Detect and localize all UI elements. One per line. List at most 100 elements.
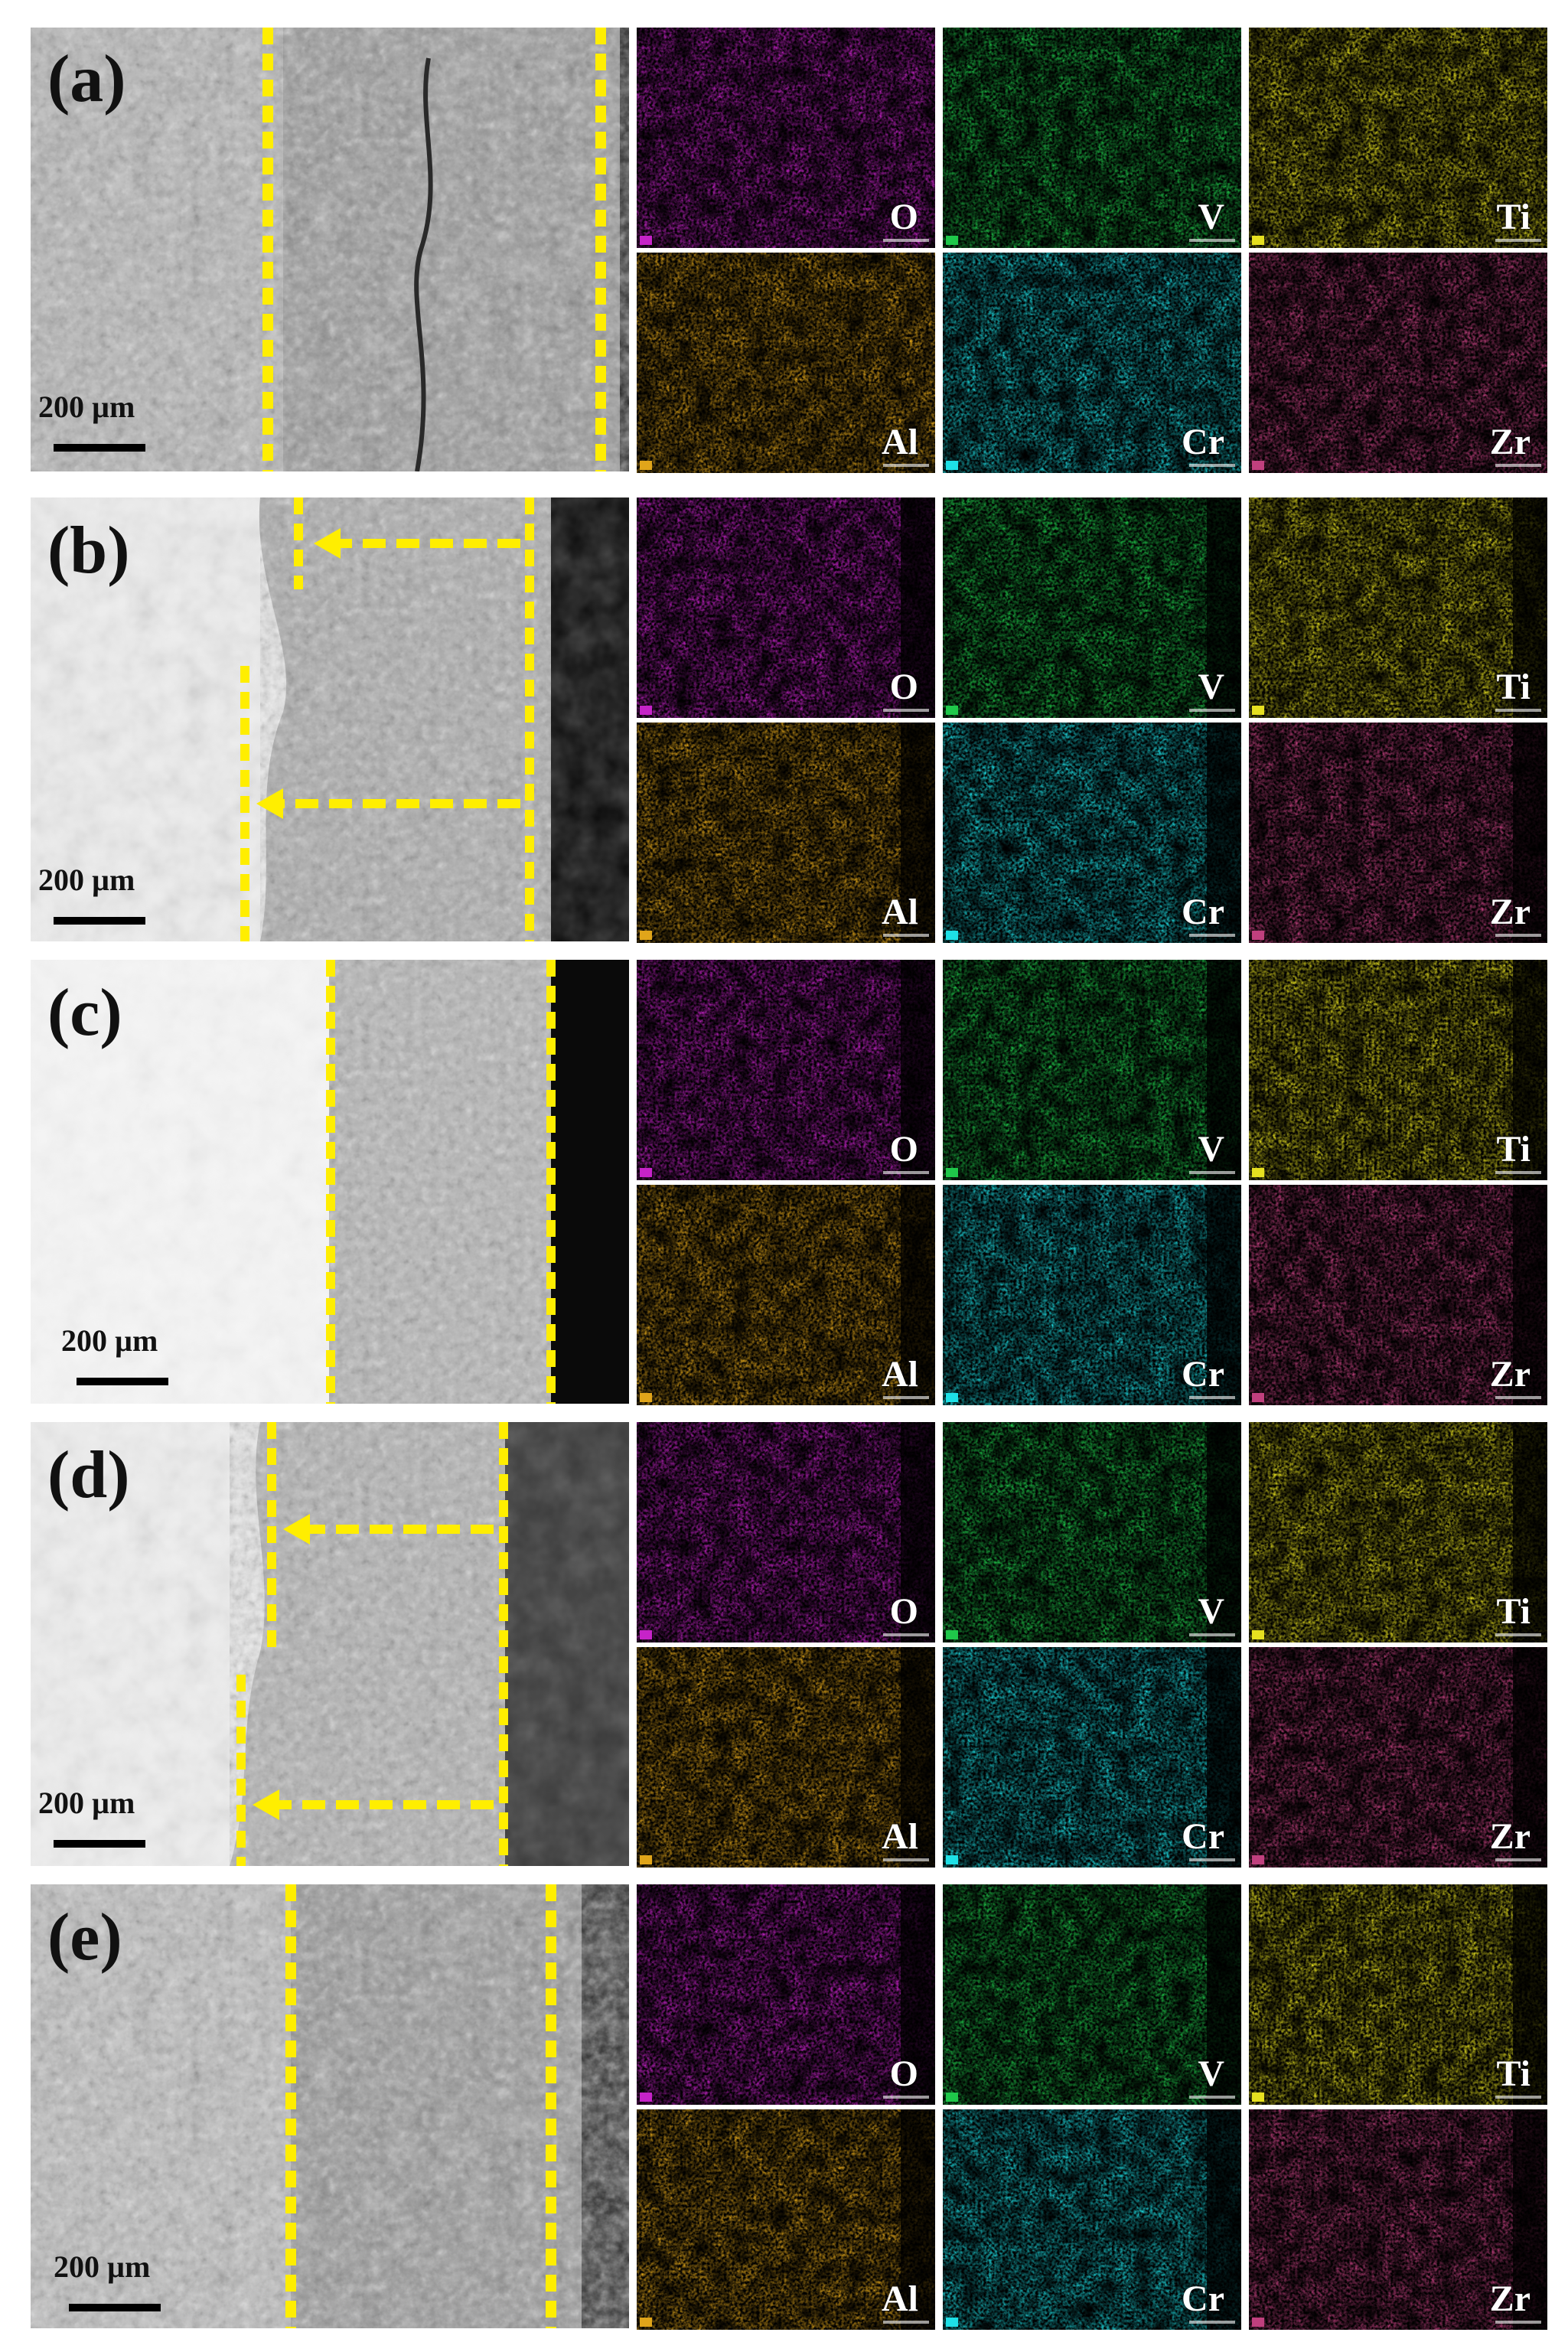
- map-mini-scale-bar: [1189, 464, 1235, 467]
- map-mini-scale-bar: [883, 464, 929, 467]
- element-label: Cr: [1182, 2279, 1224, 2319]
- element-label: V: [1198, 1591, 1224, 1632]
- scale-bar: [54, 917, 145, 925]
- sem-image-c: [31, 960, 629, 1404]
- map-mini-scale-bar: [1189, 2321, 1235, 2324]
- eds-map-texture: [637, 960, 935, 1180]
- sem-texture: [31, 1422, 629, 1866]
- element-label: V: [1198, 197, 1224, 237]
- panel-label: (c): [47, 976, 122, 1050]
- element-label: Zr: [1489, 892, 1531, 932]
- element-label: O: [889, 1129, 918, 1169]
- map-key-swatch: [640, 461, 652, 470]
- map-key-swatch: [946, 706, 958, 715]
- eds-map: Zr: [1249, 723, 1547, 943]
- eds-map-texture: [1249, 1884, 1547, 2105]
- eds-map-texture: [943, 1884, 1241, 2105]
- element-label: Zr: [1489, 1354, 1531, 1395]
- map-mini-scale-bar: [1495, 1171, 1541, 1174]
- map-key-swatch: [1252, 1168, 1264, 1177]
- panel-label: (d): [47, 1438, 130, 1512]
- panel-label: (a): [47, 42, 126, 116]
- panel-label: (b): [47, 514, 130, 588]
- map-key-swatch: [946, 236, 958, 245]
- scale-bar-label: 200 µm: [61, 1323, 158, 1358]
- eds-map-texture: [1249, 253, 1547, 473]
- scale-bar: [54, 1840, 145, 1848]
- eds-map-texture: [943, 253, 1241, 473]
- eds-map-texture: [943, 497, 1241, 718]
- map-key-swatch: [640, 2093, 652, 2102]
- map-mini-scale-bar: [883, 239, 929, 242]
- eds-map: O: [637, 497, 935, 718]
- map-mini-scale-bar: [883, 2321, 929, 2324]
- scale-bar-label: 200 µm: [54, 2249, 151, 2284]
- element-label: Al: [882, 422, 918, 462]
- eds-map: Ti: [1249, 1422, 1547, 1642]
- element-label: Ti: [1496, 1591, 1531, 1632]
- map-mini-scale-bar: [1495, 2321, 1541, 2324]
- element-label: Ti: [1496, 1129, 1531, 1169]
- eds-map: Zr: [1249, 2109, 1547, 2330]
- eds-map-texture: [943, 1422, 1241, 1642]
- element-label: Al: [882, 892, 918, 932]
- eds-map: V: [943, 1884, 1241, 2105]
- map-mini-scale-bar: [1495, 239, 1541, 242]
- map-mini-scale-bar: [1495, 2096, 1541, 2099]
- eds-map-texture: [637, 497, 935, 718]
- map-key-swatch: [640, 1168, 652, 1177]
- eds-map: Ti: [1249, 28, 1547, 248]
- eds-map: Zr: [1249, 253, 1547, 473]
- map-mini-scale-bar: [1189, 2096, 1235, 2099]
- map-key-swatch: [1252, 236, 1264, 245]
- eds-map-texture: [637, 253, 935, 473]
- eds-map: Cr: [943, 253, 1241, 473]
- eds-map: Al: [637, 1647, 935, 1868]
- element-label: Zr: [1489, 2279, 1531, 2319]
- element-label: Zr: [1489, 422, 1531, 462]
- map-key-swatch: [1252, 1393, 1264, 1402]
- eds-map: O: [637, 1884, 935, 2105]
- element-label: V: [1198, 667, 1224, 707]
- element-label: O: [889, 2054, 918, 2094]
- map-mini-scale-bar: [883, 2096, 929, 2099]
- map-mini-scale-bar: [1189, 1633, 1235, 1636]
- eds-map-texture: [943, 28, 1241, 248]
- element-label: Zr: [1489, 1816, 1531, 1857]
- eds-map-texture: [1249, 1422, 1547, 1642]
- map-key-swatch: [640, 236, 652, 245]
- map-key-swatch: [640, 931, 652, 940]
- map-key-swatch: [946, 2093, 958, 2102]
- map-key-swatch: [946, 1855, 958, 1864]
- sem-texture: [31, 497, 629, 941]
- element-label: Al: [882, 2279, 918, 2319]
- element-label: Cr: [1182, 1816, 1224, 1857]
- map-mini-scale-bar: [1495, 709, 1541, 712]
- element-label: Cr: [1182, 1354, 1224, 1395]
- eds-map: Ti: [1249, 497, 1547, 718]
- element-label: V: [1198, 2054, 1224, 2094]
- eds-map-texture: [1249, 723, 1547, 943]
- map-key-swatch: [640, 706, 652, 715]
- eds-map-texture: [943, 2109, 1241, 2330]
- eds-map: V: [943, 28, 1241, 248]
- eds-map-texture: [637, 28, 935, 248]
- map-mini-scale-bar: [883, 1171, 929, 1174]
- map-key-swatch: [946, 931, 958, 940]
- map-mini-scale-bar: [1189, 239, 1235, 242]
- eds-map-texture: [1249, 1185, 1547, 1405]
- eds-map-texture: [943, 723, 1241, 943]
- map-mini-scale-bar: [1189, 709, 1235, 712]
- eds-map-texture: [637, 1185, 935, 1405]
- eds-map: Ti: [1249, 960, 1547, 1180]
- eds-map: Cr: [943, 1647, 1241, 1868]
- eds-map-texture: [637, 1422, 935, 1642]
- element-label: Al: [882, 1816, 918, 1857]
- element-label: O: [889, 1591, 918, 1632]
- element-label: O: [889, 197, 918, 237]
- scale-bar-label: 200 µm: [38, 390, 135, 424]
- eds-map: O: [637, 960, 935, 1180]
- map-key-swatch: [1252, 2318, 1264, 2327]
- map-mini-scale-bar: [1189, 934, 1235, 937]
- sem-texture: [31, 1884, 629, 2328]
